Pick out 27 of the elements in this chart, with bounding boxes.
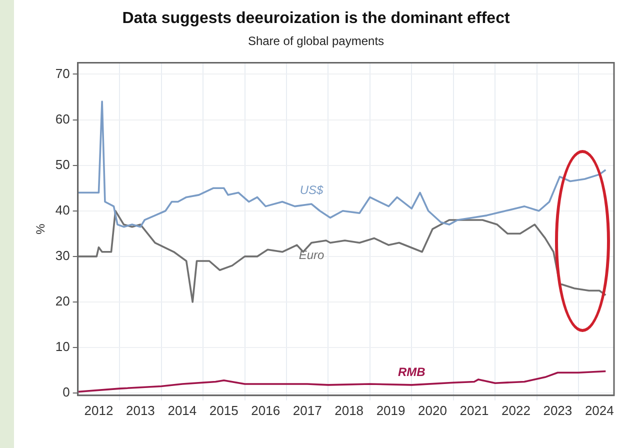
series-label: Euro (298, 248, 325, 262)
y-tick-label: 40 (55, 202, 70, 218)
chart-title: Data suggests deeuroization is the dominant effect (121, 10, 511, 28)
x-tick-label: 2018 (334, 402, 364, 418)
x-tick-label: 2019 (376, 402, 406, 418)
x-tick-label: 2017 (292, 402, 322, 418)
x-tick-label: 2023 (543, 402, 572, 418)
x-tick-label: 2015 (209, 402, 238, 418)
x-tick-label: 2016 (251, 402, 280, 418)
y-tick-label: 60 (55, 111, 70, 126)
x-tick-label: 2012 (84, 402, 114, 418)
y-tick-label: 70 (55, 66, 70, 81)
y-tick-label: 0 (62, 384, 70, 400)
chart-subtitle: Share of global payments (246, 34, 386, 48)
series-label: US$ (300, 183, 324, 198)
series-label: RMB (398, 364, 426, 379)
y-tick-label: 10 (55, 339, 70, 354)
x-tick-label: 2014 (168, 402, 197, 418)
y-tick-label: 30 (55, 248, 70, 264)
y-axis-title: % (34, 223, 48, 234)
x-tick-label: 2013 (126, 402, 155, 418)
x-tick-label: 2020 (418, 402, 447, 418)
y-tick-label: 50 (55, 156, 70, 172)
x-tick-label: 2024 (584, 402, 614, 418)
y-tick-label: 20 (55, 294, 70, 309)
x-tick-label: 2021 (460, 402, 489, 418)
x-tick-label: 2022 (501, 402, 530, 418)
